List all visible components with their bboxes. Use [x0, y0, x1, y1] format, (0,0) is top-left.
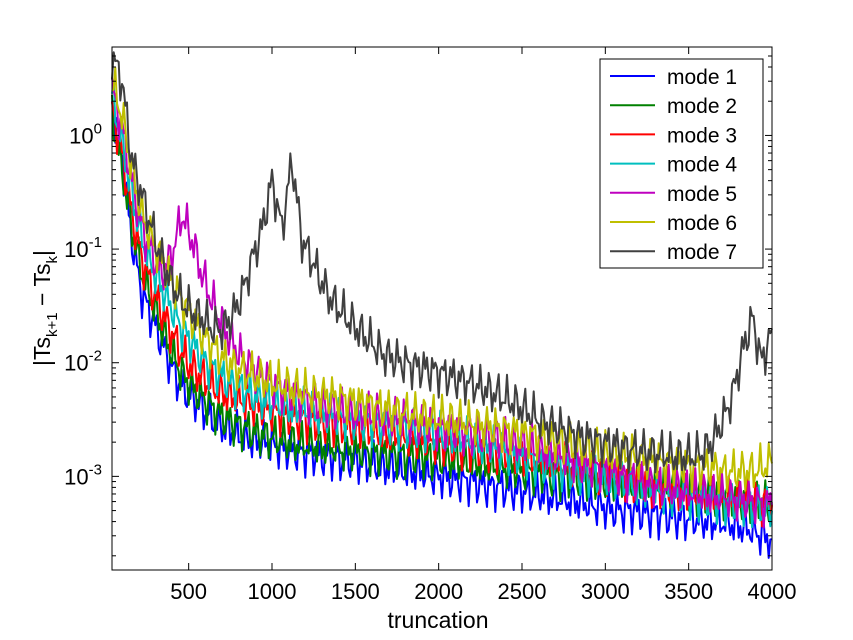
x-tick-label: 3500: [664, 579, 713, 604]
y-tick-label: 10-3: [64, 461, 102, 489]
x-tick-label: 500: [170, 579, 207, 604]
series-line-5: [111, 77, 773, 529]
series-layer: [111, 51, 773, 559]
x-tick-label: 2000: [414, 579, 463, 604]
y-axis-title-sub1: k+1: [44, 312, 61, 337]
x-tick-label: 1000: [248, 579, 297, 604]
x-tick-label: 2500: [498, 579, 547, 604]
x-tick-label: 1500: [331, 579, 380, 604]
x-axis-title: truncation: [387, 607, 488, 633]
series-line-7: [111, 51, 773, 474]
y-axis-title-end: |: [29, 250, 55, 256]
y-tick-label: 100: [69, 120, 102, 148]
legend-label: mode 2: [667, 95, 737, 118]
series-line-1: [111, 101, 773, 559]
legend-label: mode 5: [667, 183, 737, 206]
legend-label: mode 7: [667, 241, 737, 264]
x-tick-label: 4000: [748, 579, 797, 604]
legend-label: mode 1: [667, 66, 737, 89]
legend-label: mode 3: [667, 124, 737, 147]
x-tick-label: 3000: [581, 579, 630, 604]
legend-label: mode 6: [667, 212, 737, 235]
y-axis-title-mid: − Ts: [29, 264, 55, 313]
y-axis-title: |Tsk+1 − Tsk|: [29, 250, 61, 366]
legend-label: mode 4: [667, 154, 737, 177]
y-axis: 10-3 10-2 10-1 100: [64, 55, 772, 557]
y-tick-label: 10-2: [64, 348, 102, 376]
y-axis-title-sub2: k: [44, 256, 61, 264]
y-axis-title-main: |Ts: [29, 337, 55, 366]
y-tick-label: 10-1: [64, 234, 102, 262]
x-axis: 500 1000 1500 2000 2500 3000 3500 4000: [170, 47, 796, 604]
series-line-6: [111, 66, 773, 495]
legend: mode 1 mode 2 mode 3 mode 4 mode 5 mode 6 mode…: [599, 58, 764, 269]
